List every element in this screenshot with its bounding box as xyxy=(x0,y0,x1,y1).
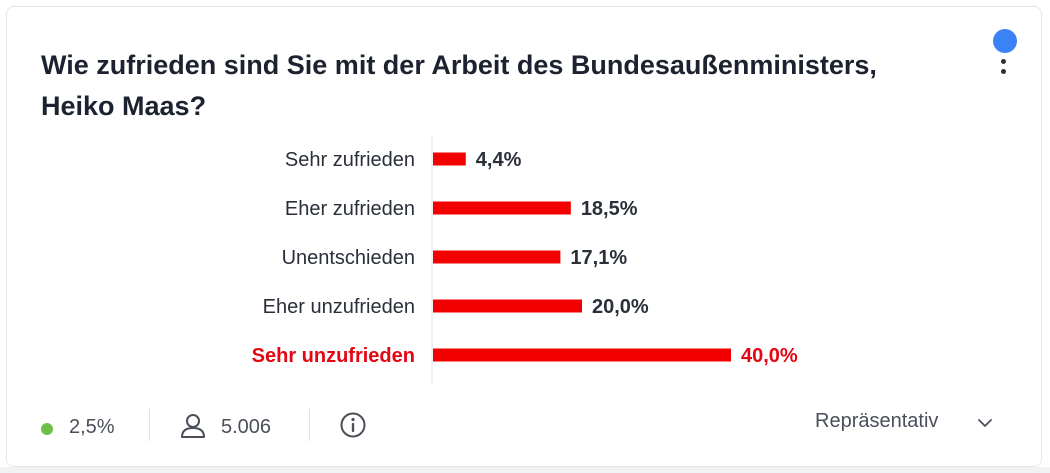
category-label: Unentschieden xyxy=(282,247,415,269)
category-label: Eher zufrieden xyxy=(285,198,415,220)
info-icon[interactable] xyxy=(339,411,367,439)
more-vertical-icon xyxy=(1001,59,1006,64)
value-label: 17,1% xyxy=(570,247,627,269)
value-label: 18,5% xyxy=(581,198,638,220)
user-icon xyxy=(181,414,205,438)
poll-question: Wie zufrieden sind Sie mit der Arbeit de… xyxy=(41,50,877,121)
status-dot-icon xyxy=(41,423,53,435)
value-label: 40,0% xyxy=(741,345,798,367)
representative-label: Repräsentativ xyxy=(815,410,939,432)
poll-footer: 2,5% 5.006 Repräsentativ xyxy=(7,405,1043,455)
chevron-down-icon[interactable] xyxy=(977,417,993,429)
value-label: 20,0% xyxy=(592,296,649,318)
category-label: Sehr zufrieden xyxy=(285,149,415,171)
respondent-count: 5.006 xyxy=(221,416,272,438)
page-bottom-strip xyxy=(0,467,1050,473)
bar xyxy=(433,201,571,215)
margin-of-error: 2,5% xyxy=(69,416,115,438)
category-label: Sehr unzufrieden xyxy=(252,345,415,367)
category-label: Eher unzufrieden xyxy=(263,296,415,318)
footer-divider xyxy=(309,409,310,441)
more-options-button[interactable] xyxy=(989,37,1019,77)
representative-dropdown[interactable]: Repräsentativ xyxy=(815,410,938,442)
poll-card: Wie zufrieden sind Sie mit der Arbeit de… xyxy=(6,6,1042,467)
more-vertical-icon xyxy=(1001,69,1006,74)
footer-divider xyxy=(149,409,150,441)
bar xyxy=(433,299,582,313)
bar xyxy=(433,152,466,166)
notification-dot-icon xyxy=(993,29,1017,53)
value-label: 4,4% xyxy=(476,149,522,171)
results-chart: Sehr zufrieden 4,4% Eher zufrieden 18,5% Une… xyxy=(252,137,798,383)
bar xyxy=(433,250,561,264)
bar xyxy=(433,348,731,362)
